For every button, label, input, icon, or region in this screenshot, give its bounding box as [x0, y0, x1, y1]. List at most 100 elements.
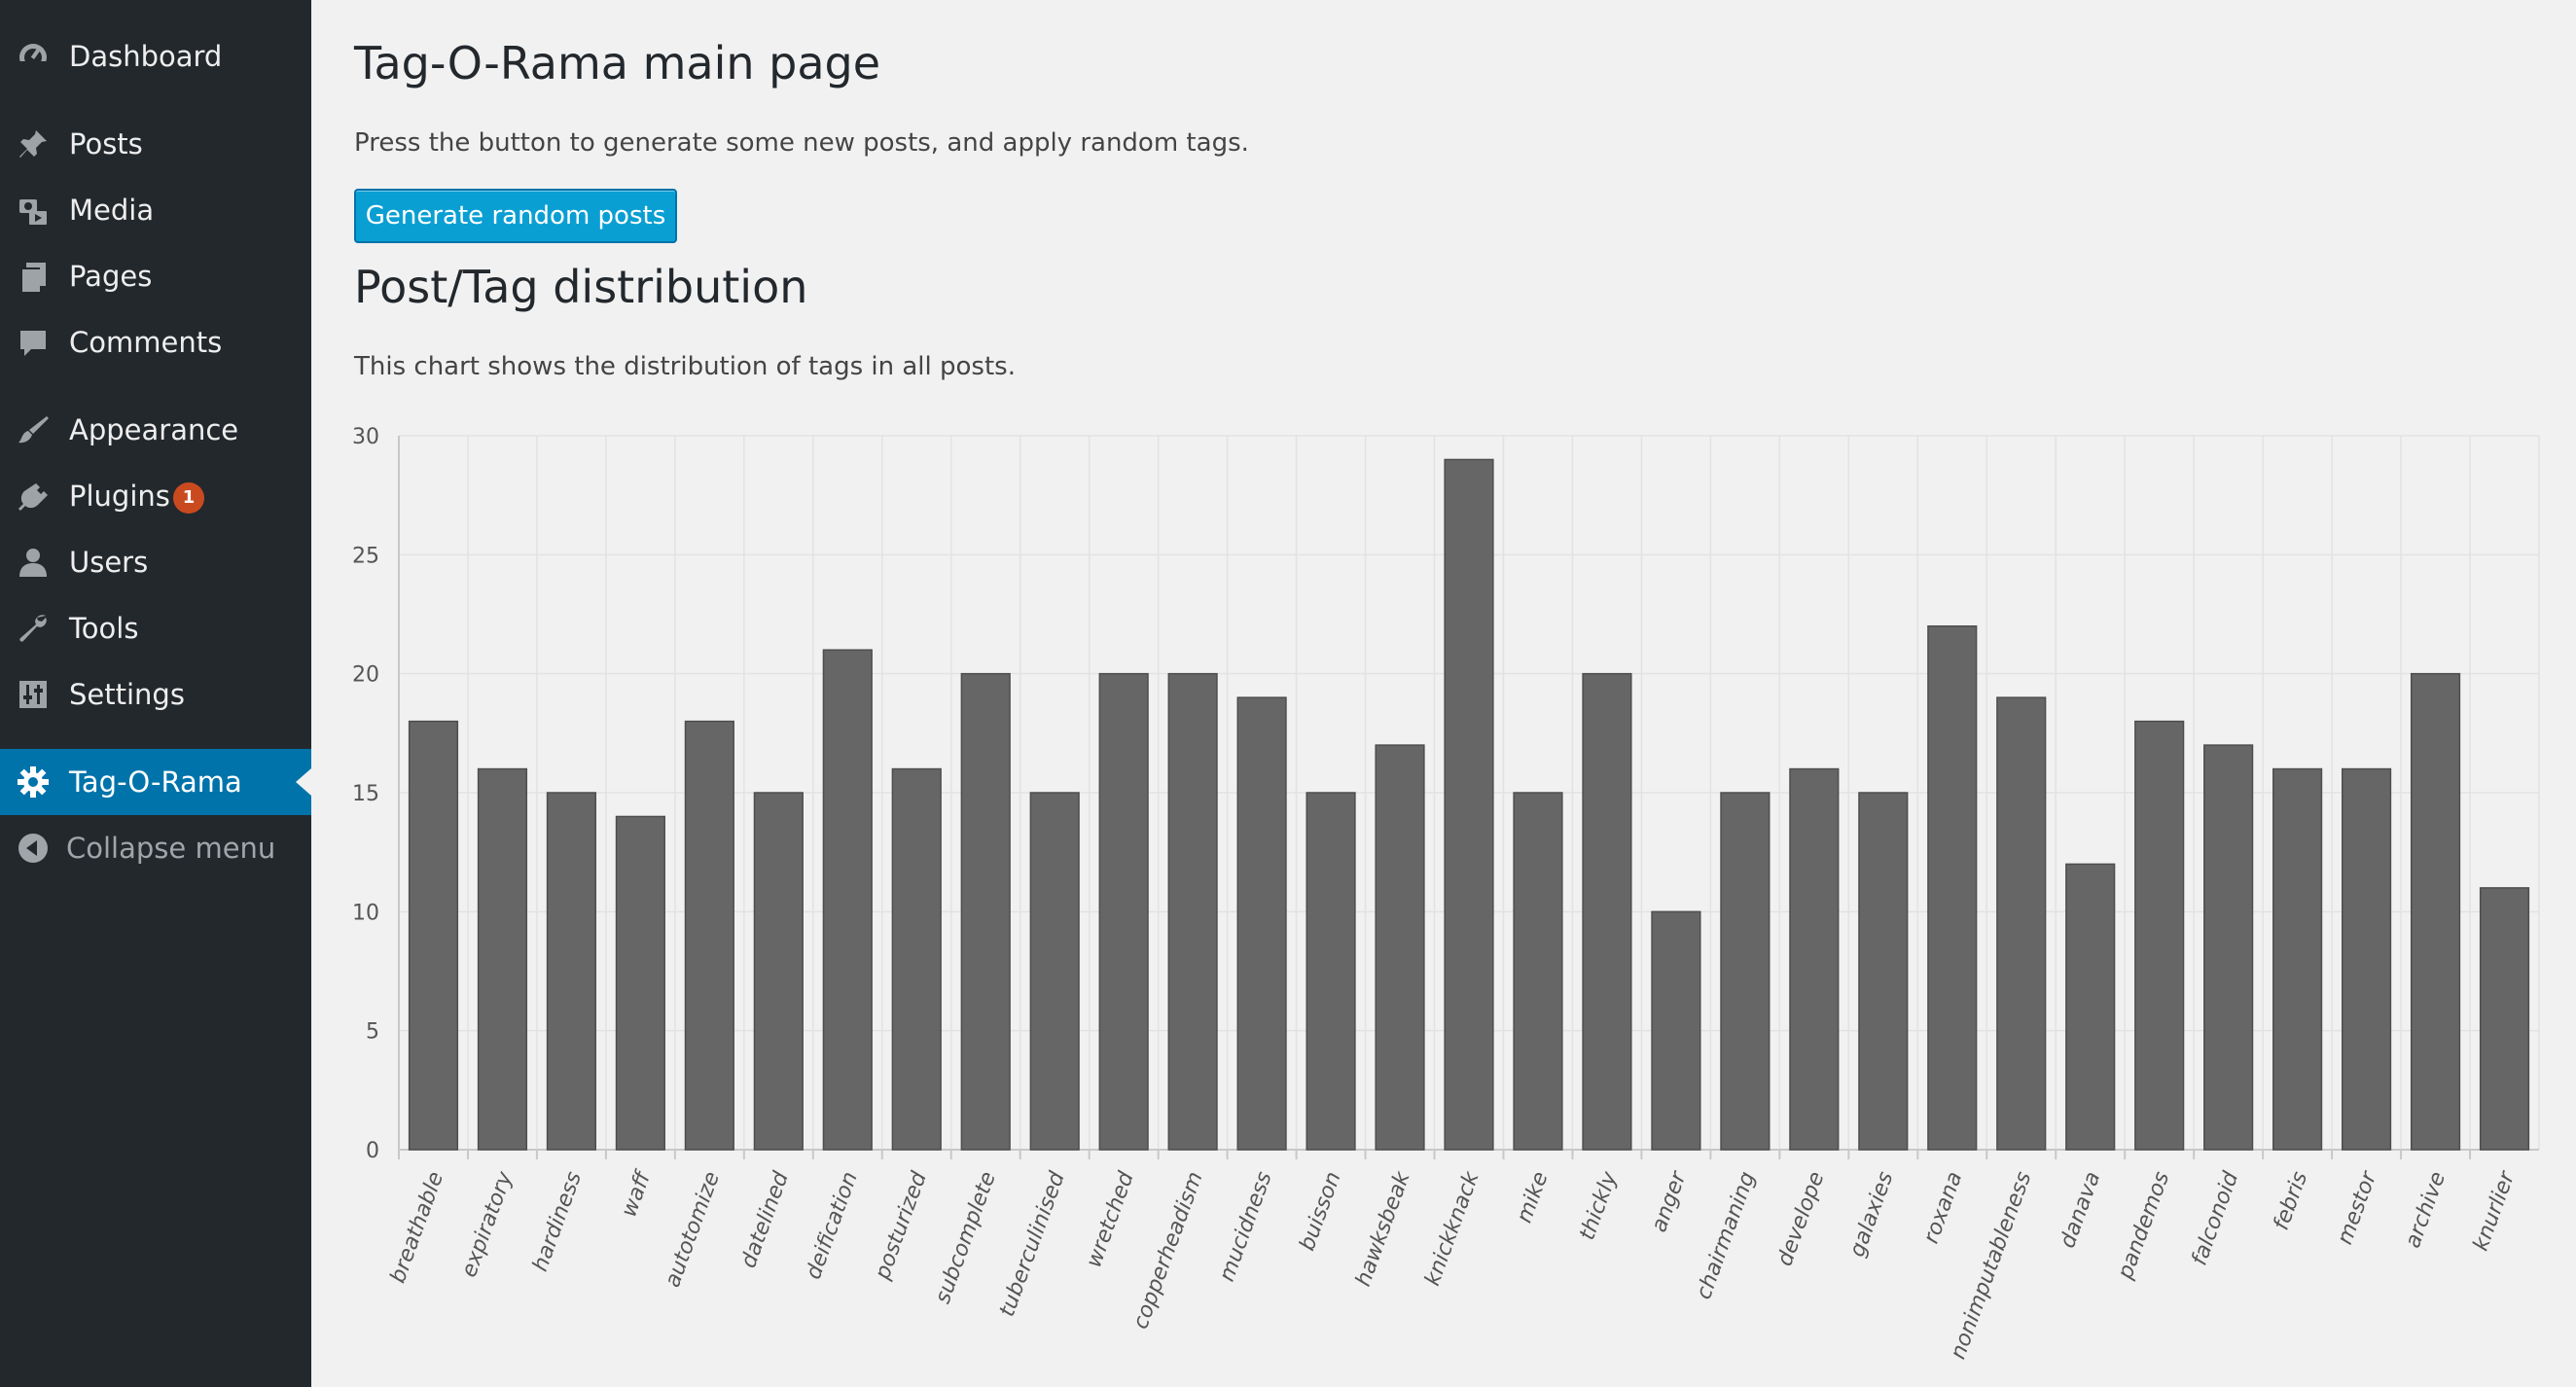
settings-sliders-icon [19, 681, 47, 708]
bar-tuberculinised [1029, 792, 1080, 1151]
dashboard-icon [19, 44, 47, 71]
pushpin-icon [19, 130, 47, 158]
sidebar-item-posts[interactable]: Posts [0, 111, 311, 177]
x-tick-label: pandemos [2113, 1169, 2174, 1284]
x-tick-label: galaxies [1845, 1169, 1899, 1261]
x-tick-label: posturized [870, 1168, 932, 1284]
sidebar-item-appearance[interactable]: Appearance [0, 397, 311, 463]
admin-sidebar: Dashboard Posts Media Pages Comments Appearan… [0, 0, 311, 1387]
x-tick-label: develope [1772, 1169, 1829, 1270]
sidebar-item-label: Dashboard [69, 40, 223, 73]
active-indicator-arrow [296, 768, 311, 796]
y-tick-label: 5 [366, 1020, 379, 1045]
bar-mestor [2341, 767, 2392, 1151]
x-tick-label: archive [2401, 1169, 2451, 1252]
x-tick-label: autotomize [661, 1169, 725, 1291]
bar-mike [1513, 792, 1563, 1151]
sidebar-item-label: Plugins [69, 480, 170, 513]
wrench-icon [19, 615, 47, 642]
sidebar-item-settings[interactable]: Settings [0, 661, 311, 728]
bar-nonimputableness [1996, 696, 2047, 1151]
x-tick-label: breathable [386, 1169, 448, 1287]
tag-distribution-chart: 0 5 10 15 20 25 30 breathable expiratory hardines… [352, 425, 2540, 1363]
x-tick-label: mike [1513, 1169, 1554, 1227]
sidebar-item-users[interactable]: Users [0, 529, 311, 595]
sidebar-item-label: Settings [69, 678, 185, 711]
x-tick-label: datelined [736, 1168, 794, 1272]
x-tick-label: subcomplete [931, 1169, 1001, 1307]
bar-datelined [753, 792, 804, 1151]
sidebar-item-comments[interactable]: Comments [0, 309, 311, 375]
bar-buisson [1306, 792, 1356, 1151]
bar-expiratory [477, 767, 528, 1151]
bar-deification [822, 649, 873, 1151]
x-tick-label: mestor [2333, 1167, 2382, 1248]
page-title: Tag-O-Rama main page [354, 37, 881, 89]
bar-mucidness [1236, 696, 1287, 1151]
sidebar-item-label: Tag-O-Rama [69, 765, 242, 799]
plugin-icon [18, 483, 48, 511]
x-tick-label: anger [1647, 1167, 1692, 1235]
user-icon [19, 549, 47, 577]
main-content: Tag-O-Rama main page Press the button to… [311, 0, 2576, 1387]
collapse-arrow-icon [18, 834, 48, 863]
chart-description: This chart shows the distribution of tag… [354, 352, 1016, 381]
gear-icon [18, 766, 49, 798]
bar-wretched [1098, 672, 1149, 1151]
bar-archive [2410, 672, 2461, 1151]
bar-knurlier [2479, 887, 2530, 1151]
bar-danava [2065, 863, 2116, 1151]
sidebar-item-label: Users [69, 546, 149, 579]
x-tick-label: knickknack [1420, 1167, 1485, 1289]
bar-hardiness [546, 792, 597, 1151]
y-tick-label: 20 [352, 663, 379, 688]
comment-icon [20, 331, 46, 356]
bar-knickknack [1444, 458, 1494, 1151]
x-tick-label: hawksbeak [1351, 1167, 1415, 1290]
x-tick-label: wretched [1082, 1168, 1139, 1271]
bar-subcomplete [960, 672, 1011, 1151]
bar-thickly [1582, 672, 1632, 1151]
bar-breathable [408, 720, 459, 1151]
y-tick-label: 0 [366, 1139, 379, 1163]
sidebar-item-label: Appearance [69, 413, 239, 446]
bar-galaxies [1858, 792, 1909, 1151]
sidebar-item-tools[interactable]: Tools [0, 595, 311, 661]
sidebar-item-label: Posts [69, 127, 143, 160]
x-tick-label: deification [802, 1169, 863, 1283]
x-tick-label: expiratory [457, 1168, 519, 1281]
x-tick-label: tuberculinised [995, 1168, 1070, 1320]
x-tick-label: chairmaning [1692, 1168, 1761, 1302]
bar-posturized [891, 767, 942, 1151]
bar-roxana [1927, 624, 1978, 1151]
y-tick-label: 10 [352, 901, 379, 925]
generate-random-posts-button[interactable]: Generate random posts [354, 189, 677, 243]
x-tick-label: mucidness [1215, 1169, 1277, 1285]
x-tick-label: knurlier [2469, 1167, 2521, 1255]
bar-chairmaning [1720, 792, 1771, 1151]
y-tick-label: 30 [352, 425, 379, 449]
sidebar-item-media[interactable]: Media [0, 177, 311, 243]
media-icon [19, 199, 47, 225]
sidebar-item-label: Tools [69, 612, 139, 645]
x-tick-label: copperheadism [1128, 1169, 1208, 1333]
x-tick-label: febris [2270, 1169, 2313, 1234]
update-count-badge: 1 [173, 482, 204, 514]
sidebar-item-label: Media [69, 194, 155, 227]
collapse-menu-button[interactable]: Collapse menu [0, 815, 311, 881]
x-tick-label: thickly [1575, 1168, 1623, 1244]
sidebar-item-plugins[interactable]: Plugins 1 [0, 463, 311, 529]
sidebar-item-dashboard[interactable]: Dashboard [0, 23, 311, 89]
y-tick-label: 15 [352, 782, 379, 806]
bar-copperheadism [1167, 672, 1218, 1151]
x-tick-label: buisson [1295, 1169, 1345, 1255]
bar-hawksbeak [1375, 744, 1425, 1151]
bar-waff [615, 815, 665, 1151]
paintbrush-icon [18, 416, 49, 444]
sidebar-item-pages[interactable]: Pages [0, 243, 311, 309]
collapse-menu-label: Collapse menu [66, 832, 276, 865]
sidebar-item-tag-o-rama[interactable]: Tag-O-Rama [0, 749, 311, 815]
bar-falconoid [2203, 744, 2254, 1151]
bar-pandemos [2134, 720, 2185, 1151]
sidebar-item-label: Pages [69, 260, 153, 293]
